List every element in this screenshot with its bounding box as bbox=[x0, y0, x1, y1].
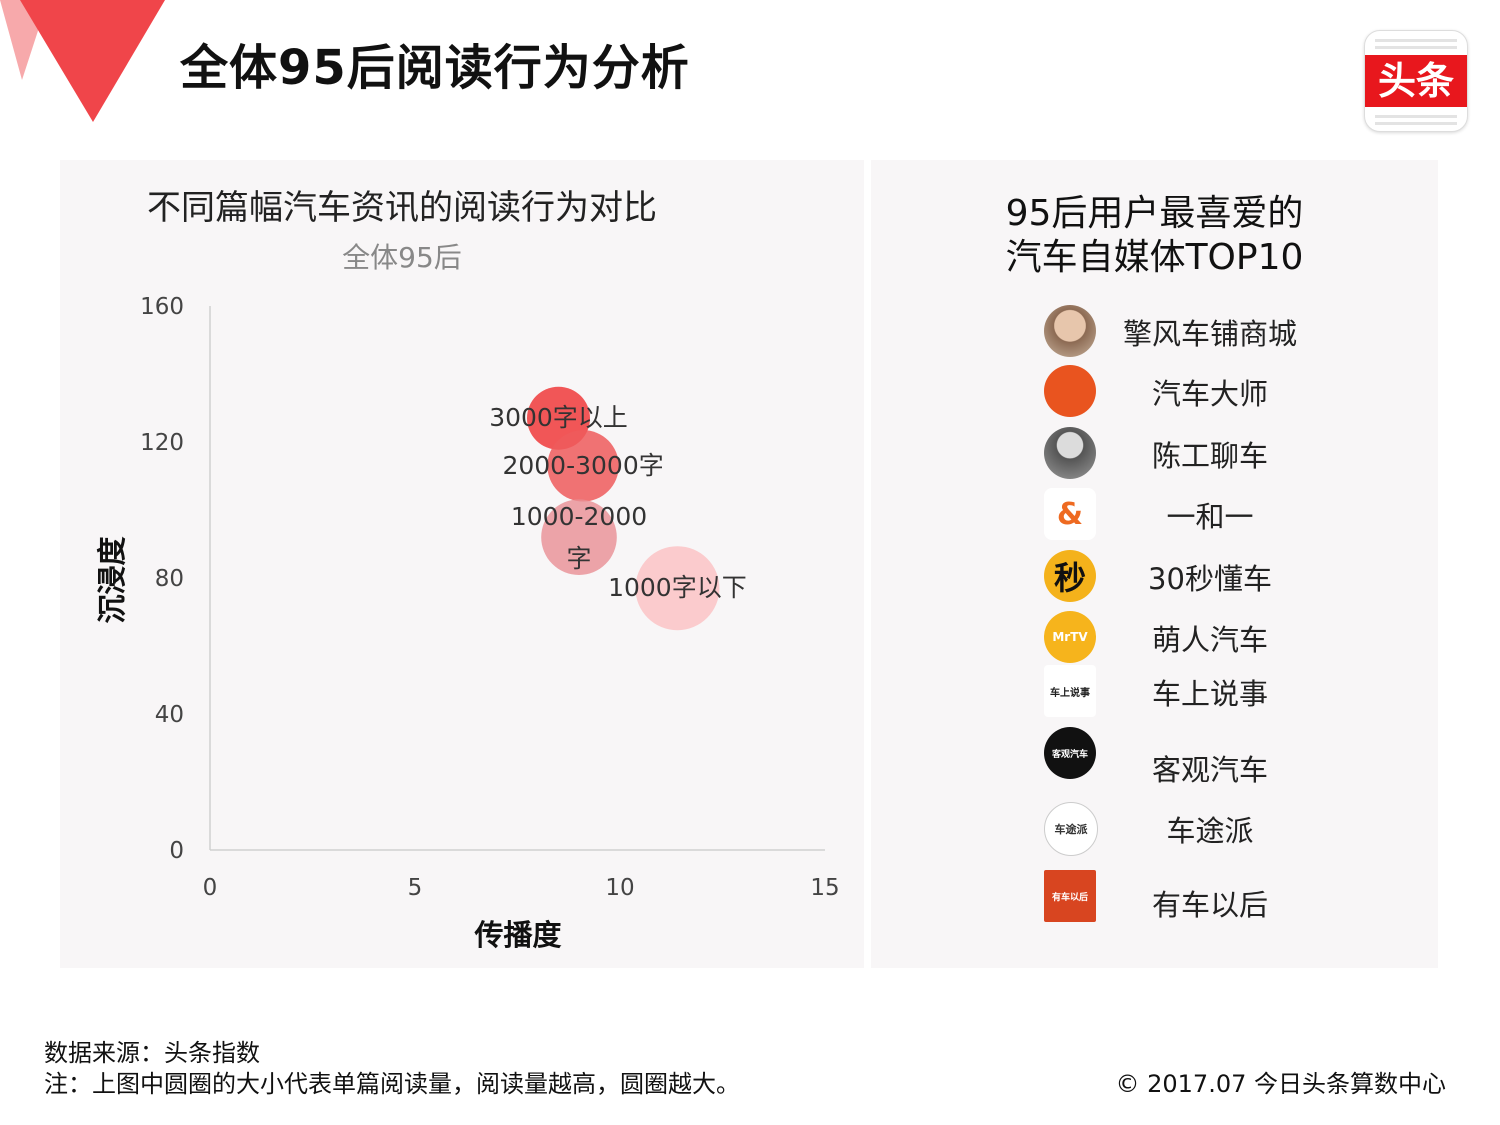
media-name: 汽车大师 bbox=[1151, 377, 1268, 411]
media-icon-text: 车上说事 bbox=[1050, 687, 1090, 699]
data-source: 数据来源：头条指数 bbox=[44, 1039, 260, 1067]
portrait-avatar-icon bbox=[1044, 305, 1096, 357]
x-tick-label: 5 bbox=[408, 875, 423, 901]
logo-text: 头条 bbox=[1365, 55, 1467, 107]
x-tick-label: 10 bbox=[605, 875, 634, 901]
bubble bbox=[635, 546, 720, 631]
media-list-item: 客观汽车 客观汽车 bbox=[1040, 725, 1320, 787]
media-name: 萌人汽车 bbox=[1151, 623, 1268, 657]
x-tick-label: 0 bbox=[203, 875, 218, 901]
chart-subtitle: 全体95后 bbox=[342, 241, 462, 274]
media-icon-text: 有车以后 bbox=[1051, 892, 1088, 903]
chart-title: 不同篇幅汽车资讯的阅读行为对比 bbox=[147, 188, 657, 228]
mrtv-logo-icon: MrTV bbox=[1044, 611, 1096, 663]
media-list-item: 擎风车铺商城 bbox=[1040, 303, 1320, 363]
y-tick-label: 40 bbox=[155, 702, 184, 728]
bubble-label: 1000字以下 bbox=[608, 573, 747, 602]
bubble bbox=[541, 499, 617, 575]
media-icon-text: 秒 bbox=[1053, 559, 1086, 597]
man-avatar-icon bbox=[1044, 427, 1096, 479]
x-axis-title: 传播度 bbox=[473, 918, 561, 952]
red-triangle bbox=[20, 0, 165, 122]
media-name: 30秒懂车 bbox=[1148, 562, 1272, 596]
media-list-item: & 一和一 bbox=[1040, 486, 1320, 546]
y-tick-label: 120 bbox=[140, 430, 184, 456]
copyright: © 2017.07 今日头条算数中心 bbox=[1115, 1070, 1446, 1098]
media-icon-text: 客观汽车 bbox=[1051, 749, 1088, 760]
top10-title-line1: 95后用户最喜爱的 bbox=[1005, 193, 1304, 234]
media-list-item: 有车以后 有车以后 bbox=[1040, 868, 1320, 928]
bubble-label: 1000-2000 字 bbox=[511, 502, 647, 573]
black-logo-icon: 客观汽车 bbox=[1044, 727, 1096, 779]
lion-avatar-icon bbox=[1044, 365, 1096, 417]
toutiao-logo: 头条 bbox=[1364, 30, 1468, 132]
media-name: 车上说事 bbox=[1151, 677, 1268, 711]
y-tick-label: 80 bbox=[155, 566, 184, 592]
corner-decoration bbox=[0, 0, 165, 122]
bubble-label: 2000-3000字 bbox=[502, 451, 663, 480]
media-name: 擎风车铺商城 bbox=[1122, 317, 1297, 351]
media-icon-text: 车途派 bbox=[1054, 823, 1088, 836]
media-name: 陈工聊车 bbox=[1151, 439, 1268, 473]
media-list-item: 车途派 车途派 bbox=[1040, 800, 1320, 860]
media-icon-text: & bbox=[1056, 496, 1084, 532]
media-name: 客观汽车 bbox=[1151, 753, 1268, 787]
top10-title-line2: 汽车自媒体TOP10 bbox=[1005, 237, 1304, 278]
cartoon-logo-icon: 车上说事 bbox=[1044, 665, 1096, 717]
x-tick-label: 15 bbox=[810, 875, 839, 901]
media-name: 有车以后 bbox=[1151, 888, 1268, 922]
y-tick-label: 160 bbox=[140, 294, 184, 320]
media-name: 车途派 bbox=[1166, 814, 1254, 848]
arch-logo-icon: 有车以后 bbox=[1044, 870, 1096, 922]
bubble-label: 3000字以上 bbox=[489, 403, 628, 432]
media-list-item: 陈工聊车 bbox=[1040, 425, 1320, 485]
media-list-item: MrTV 萌人汽车 bbox=[1040, 609, 1320, 669]
text-logo-icon: 车途派 bbox=[1044, 802, 1098, 856]
page-title: 全体95后阅读行为分析 bbox=[180, 40, 690, 96]
media-name: 一和一 bbox=[1166, 500, 1254, 534]
media-list-item: 车上说事 车上说事 bbox=[1040, 663, 1320, 723]
media-list-item: 汽车大师 bbox=[1040, 363, 1320, 423]
bubble-chart: 0 5 10 15 0 40 80 120 160 3000字以上 2000-3000字 1000-… bbox=[95, 294, 840, 952]
carrot-logo-icon: & bbox=[1044, 488, 1096, 540]
chart-note: 注：上图中圆圈的大小代表单篇阅读量，阅读量越高，圆圈越大。 bbox=[44, 1070, 740, 1098]
y-tick-label: 0 bbox=[169, 838, 184, 864]
top10-panel bbox=[871, 160, 1438, 968]
chart-panel bbox=[60, 160, 864, 968]
y-axis-title: 沉浸度 bbox=[95, 536, 129, 623]
media-list-item: 秒 30秒懂车 bbox=[1040, 548, 1320, 608]
seconds-logo-icon: 秒 bbox=[1044, 550, 1096, 602]
bubble bbox=[547, 430, 619, 502]
media-icon-text: MrTV bbox=[1052, 630, 1088, 644]
